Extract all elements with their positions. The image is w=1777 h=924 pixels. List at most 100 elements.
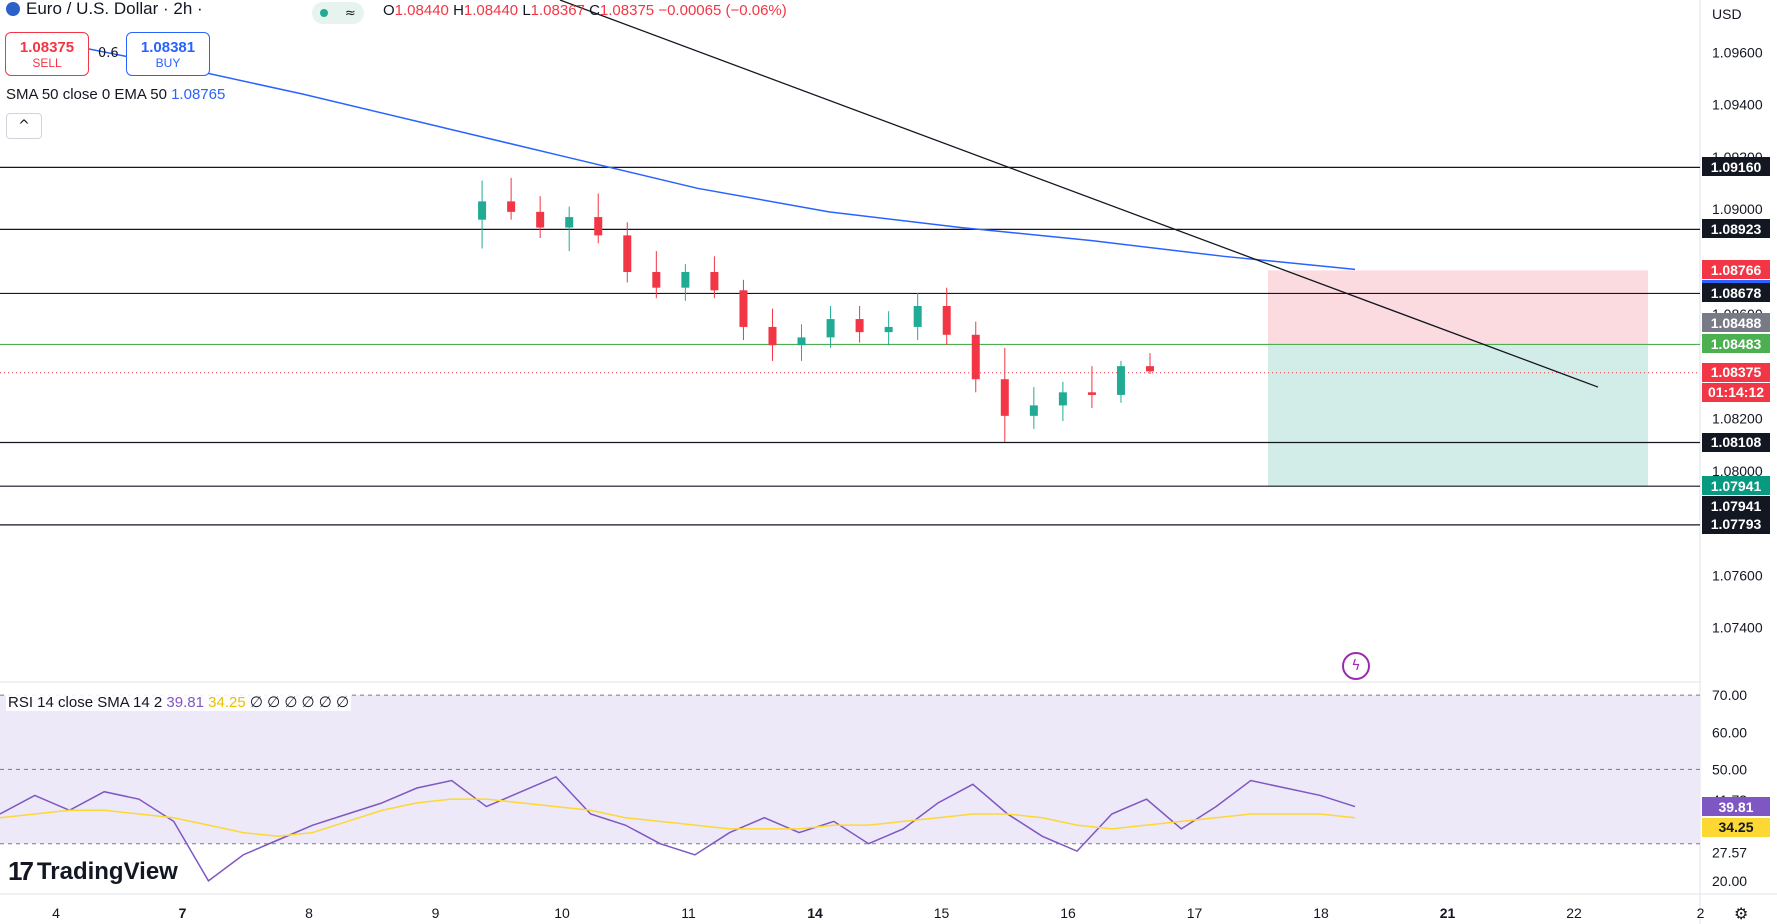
- take-profit-zone: [1268, 344, 1648, 487]
- sell-label: SELL: [32, 55, 62, 70]
- time-tick-label: 21: [1440, 905, 1456, 921]
- close-value: 1.08375: [599, 2, 655, 19]
- rsi-extras: ∅ ∅ ∅ ∅ ∅ ∅: [249, 694, 350, 711]
- symbol-header[interactable]: Euro / U.S. Dollar · 2h ·: [0, 0, 203, 18]
- time-tick-label: 7: [179, 905, 187, 921]
- time-tick-label: 10: [554, 905, 570, 921]
- candle-body: [797, 337, 806, 346]
- price-tick-label: 1.07600: [1712, 567, 1763, 583]
- rsi-legend[interactable]: RSI 14 close SMA 14 2 39.81 34.25 ∅ ∅ ∅ …: [6, 693, 352, 711]
- price-tag: 1.07793: [1702, 514, 1770, 534]
- candle-body: [1029, 405, 1038, 416]
- candle-body: [1087, 392, 1096, 395]
- buy-label: BUY: [155, 55, 181, 70]
- candle-body: [1058, 392, 1067, 406]
- open-label: O: [383, 2, 395, 19]
- rsi-sma-line: [0, 798, 1356, 838]
- candle-body: [681, 272, 690, 288]
- time-tick-label: 22: [1566, 905, 1582, 921]
- candle-body: [478, 201, 487, 220]
- spread-value: 0.6: [98, 46, 119, 61]
- price-tick-label: 1.08200: [1712, 410, 1763, 426]
- collapse-legend-button[interactable]: ^: [6, 113, 42, 139]
- price-tick-label: 1.07400: [1712, 620, 1763, 636]
- time-tick-label: 16: [1060, 905, 1076, 921]
- candle-body: [710, 272, 719, 291]
- rsi-value-tag: 34.25: [1702, 817, 1770, 837]
- buy-button[interactable]: 1.08381 BUY: [126, 32, 210, 76]
- price-tag: 01:14:12: [1702, 382, 1770, 402]
- lightning-icon[interactable]: ϟ: [1342, 652, 1370, 680]
- candle-body: [536, 211, 545, 228]
- price-tag: 1.09160: [1702, 157, 1770, 177]
- indicator-label: SMA 50 close 0 EMA 50: [6, 86, 167, 103]
- rsi-tick-label: 50.00: [1712, 761, 1747, 777]
- time-tick-label: 17: [1187, 905, 1203, 921]
- price-tag: 1.08678: [1702, 283, 1770, 303]
- sell-button[interactable]: 1.08375 SELL: [5, 32, 89, 76]
- time-tick-label: 15: [934, 905, 950, 921]
- price-tag: 1.08483: [1702, 334, 1770, 354]
- candle-body: [594, 217, 603, 236]
- candle-body: [1146, 366, 1154, 372]
- price-tag: 1.08766: [1702, 260, 1770, 280]
- settings-icon[interactable]: ⚙: [1734, 904, 1749, 923]
- high-label: H: [453, 2, 464, 19]
- logo-mark: 17: [8, 856, 34, 886]
- candle-body: [942, 306, 951, 335]
- candle-body: [1116, 366, 1125, 395]
- price-tag: 1.08375: [1702, 362, 1770, 382]
- candle-body: [1000, 379, 1009, 416]
- rsi-tick-label: 70.00: [1712, 687, 1747, 703]
- time-tick-label: 14: [807, 905, 823, 921]
- sell-price: 1.08375: [19, 38, 75, 56]
- tradingview-logo: 17 TradingView: [8, 856, 178, 887]
- time-tick-label: 9: [432, 905, 440, 921]
- low-value: 1.08367: [530, 2, 585, 19]
- price-tag: 1.07941: [1702, 496, 1770, 516]
- price-tick-label: 1.09600: [1712, 44, 1763, 60]
- stop-loss-zone: [1268, 270, 1648, 345]
- candle-body: [652, 272, 661, 288]
- buy-price: 1.08381: [140, 38, 196, 56]
- logo-text: TradingView: [36, 857, 178, 885]
- candle-body: [913, 306, 922, 327]
- price-tag: 1.08108: [1702, 432, 1770, 452]
- rsi-tick-label: 20.00: [1712, 873, 1747, 889]
- rsi-tick-label: 27.57: [1712, 845, 1747, 861]
- candle-body: [826, 319, 835, 338]
- trendline: [559, 0, 1599, 388]
- candle-body: [623, 235, 632, 272]
- rsi-line: [0, 775, 1356, 882]
- rsi-sma-value: 34.25: [208, 694, 246, 711]
- rsi-value: 39.81: [166, 694, 204, 711]
- rsi-value-tag: 39.81: [1702, 797, 1770, 817]
- high-value: 1.08440: [463, 2, 519, 19]
- candle-body: [565, 217, 574, 228]
- candle-body: [768, 326, 777, 346]
- ema-value: 1.08765: [171, 86, 226, 103]
- currency-selector[interactable]: USD: [1712, 6, 1742, 22]
- candle-body: [739, 290, 748, 327]
- time-tick-label: 18: [1313, 905, 1329, 921]
- candle-body: [971, 334, 980, 380]
- candle-body: [884, 326, 893, 333]
- chevron-up-icon: ^: [18, 118, 30, 134]
- wave-icon: ≈: [344, 5, 356, 21]
- market-open-icon: [320, 9, 329, 17]
- price-tick-label: 1.09400: [1712, 97, 1763, 113]
- close-label: C: [589, 2, 600, 19]
- indicator-legend[interactable]: SMA 50 close 0 EMA 50 1.08765: [6, 86, 225, 103]
- time-tick-label: 4: [52, 905, 60, 921]
- change-value: −0.00065 (−0.06%): [658, 2, 787, 19]
- price-tag: 1.07941: [1702, 476, 1770, 496]
- time-tick-label: 2: [1697, 905, 1705, 921]
- currency-flag-icon: [6, 2, 20, 16]
- symbol-title: Euro / U.S. Dollar · 2h ·: [26, 0, 203, 18]
- candle-body: [507, 201, 516, 212]
- time-tick-label: 11: [681, 905, 696, 921]
- open-value: 1.08440: [394, 2, 449, 19]
- market-status-pill[interactable]: ≈: [312, 2, 364, 24]
- time-tick-label: 8: [305, 905, 313, 921]
